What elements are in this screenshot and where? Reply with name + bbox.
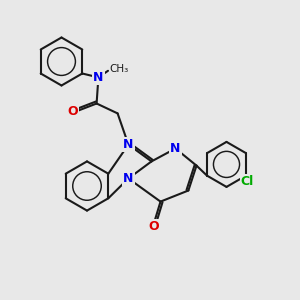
Text: Cl: Cl [241, 175, 254, 188]
Text: N: N [170, 142, 181, 155]
Text: O: O [67, 105, 78, 118]
Text: N: N [123, 138, 134, 151]
Text: CH₃: CH₃ [110, 64, 129, 74]
Text: N: N [123, 172, 134, 185]
Text: O: O [148, 220, 159, 233]
Text: N: N [93, 71, 103, 84]
